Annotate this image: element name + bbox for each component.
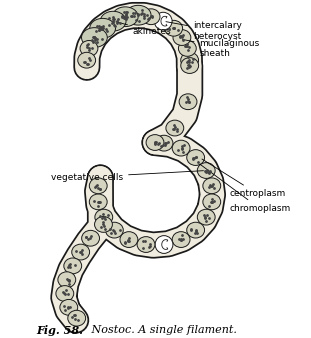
Text: Fig. 58.: Fig. 58. xyxy=(36,324,83,336)
Ellipse shape xyxy=(90,18,115,38)
Ellipse shape xyxy=(181,58,199,73)
Text: intercalary
heterocyst: intercalary heterocyst xyxy=(166,21,242,41)
Text: chromoplasm: chromoplasm xyxy=(200,164,290,213)
Ellipse shape xyxy=(181,52,198,68)
Ellipse shape xyxy=(203,178,221,194)
Text: akinetes: akinetes xyxy=(116,22,172,35)
Ellipse shape xyxy=(172,140,190,156)
Ellipse shape xyxy=(105,222,123,238)
Ellipse shape xyxy=(155,135,173,151)
Ellipse shape xyxy=(125,5,151,25)
Ellipse shape xyxy=(142,9,160,25)
Ellipse shape xyxy=(78,52,95,68)
Ellipse shape xyxy=(82,231,100,246)
Ellipse shape xyxy=(89,194,107,210)
Ellipse shape xyxy=(155,236,173,254)
Ellipse shape xyxy=(80,41,98,56)
Text: centroplasm: centroplasm xyxy=(202,159,285,198)
Ellipse shape xyxy=(72,244,90,260)
Ellipse shape xyxy=(172,232,190,247)
Ellipse shape xyxy=(173,30,191,45)
Ellipse shape xyxy=(166,120,184,136)
Text: Nostoc. A single filament.: Nostoc. A single filament. xyxy=(81,325,237,335)
Ellipse shape xyxy=(89,178,107,194)
Text: mucilaginous
sheath: mucilaginous sheath xyxy=(183,39,260,58)
Text: vegetative cells: vegetative cells xyxy=(51,171,203,182)
Ellipse shape xyxy=(137,237,155,252)
Ellipse shape xyxy=(95,217,112,232)
Ellipse shape xyxy=(112,7,138,27)
Ellipse shape xyxy=(58,272,76,288)
Ellipse shape xyxy=(64,258,82,274)
Ellipse shape xyxy=(197,163,215,178)
Ellipse shape xyxy=(197,209,215,225)
Ellipse shape xyxy=(187,150,205,165)
Ellipse shape xyxy=(60,299,78,315)
Ellipse shape xyxy=(154,12,172,30)
Ellipse shape xyxy=(95,209,113,225)
Ellipse shape xyxy=(81,28,107,47)
Ellipse shape xyxy=(179,41,196,56)
Ellipse shape xyxy=(146,135,164,150)
Ellipse shape xyxy=(165,20,183,36)
Ellipse shape xyxy=(68,310,86,326)
Ellipse shape xyxy=(187,222,205,238)
Ellipse shape xyxy=(56,286,74,301)
Ellipse shape xyxy=(179,94,197,110)
Ellipse shape xyxy=(120,232,138,247)
Ellipse shape xyxy=(100,11,126,31)
Ellipse shape xyxy=(203,194,221,210)
